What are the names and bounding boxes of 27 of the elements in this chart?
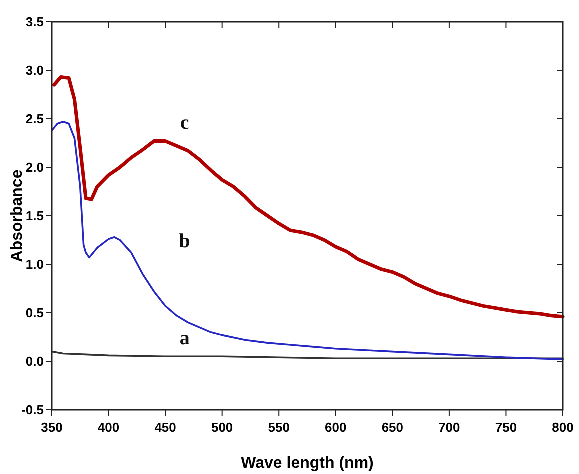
x-tick-label: 800 bbox=[552, 420, 574, 435]
text: b bbox=[179, 230, 190, 253]
y-axis-title: Absorbance bbox=[9, 170, 26, 262]
y-tick-label: 0.0 bbox=[26, 354, 44, 370]
x-axis-title: Wave length (nm) bbox=[241, 455, 374, 472]
x-tick-label: 750 bbox=[495, 420, 518, 435]
x-tick-label: 550 bbox=[268, 420, 290, 435]
x-tick-label: 650 bbox=[382, 420, 404, 435]
x-tick-label: 400 bbox=[98, 420, 120, 435]
y-tick-label: 1.0 bbox=[26, 257, 44, 272]
y-tick-label: 2.5 bbox=[26, 112, 44, 127]
line-series bbox=[51, 121, 564, 360]
y-tick-label: 3.5 bbox=[26, 14, 44, 30]
y-tick-label: 3.0 bbox=[26, 63, 44, 78]
series-label: c bbox=[180, 112, 190, 134]
y-tick-label: 2.0 bbox=[26, 160, 44, 176]
x-tick-label: 350 bbox=[41, 420, 63, 435]
x-tick-label: 500 bbox=[211, 420, 234, 435]
line-series bbox=[52, 76, 565, 319]
y-tick-label: 0.5 bbox=[26, 306, 44, 321]
y-tick-label: -0.5 bbox=[22, 402, 44, 418]
y-tick-label: 1.5 bbox=[26, 208, 44, 224]
line-series bbox=[51, 350, 564, 360]
x-tick-label: 600 bbox=[325, 420, 347, 435]
series-label: a bbox=[180, 328, 190, 350]
x-tick-label: 700 bbox=[438, 420, 460, 435]
x-tick-label: 450 bbox=[154, 420, 176, 435]
